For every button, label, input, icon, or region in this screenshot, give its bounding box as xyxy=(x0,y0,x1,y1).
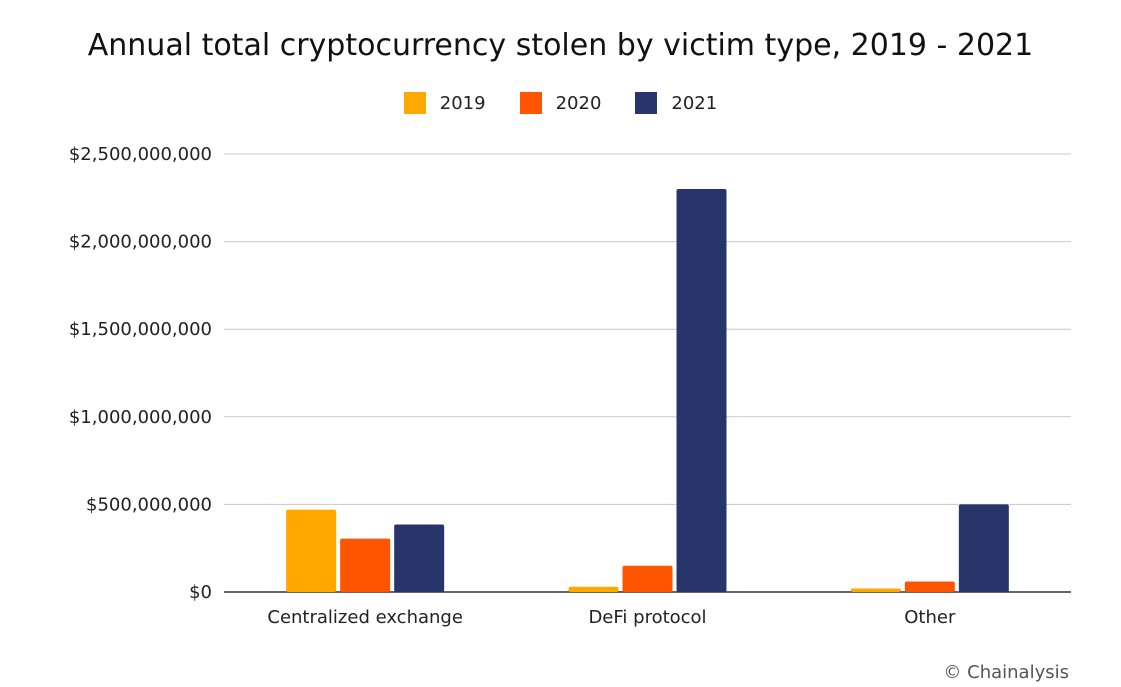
legend-item-2021: 2021 xyxy=(635,92,717,114)
bar-2021-other xyxy=(958,504,1009,592)
x-tick-label: Centralized exchange xyxy=(267,607,463,628)
source-credit: © Chainalysis xyxy=(943,662,1069,683)
legend: 2019 2020 2021 xyxy=(0,92,1121,114)
x-tick-label: Other xyxy=(904,607,956,628)
bar-2020-other xyxy=(904,581,955,592)
y-tick-label: $1,000,000,000 xyxy=(69,407,212,428)
legend-swatch-2020 xyxy=(519,92,542,114)
bar-2019-defi-protocol xyxy=(568,586,619,592)
bar-2020-centralized-exchange xyxy=(340,538,391,592)
bar-2019-other xyxy=(850,588,901,592)
chart-title: Annual total cryptocurrency stolen by vi… xyxy=(87,28,1034,63)
legend-item-2019: 2019 xyxy=(403,92,486,114)
bar-2021-defi-protocol xyxy=(676,189,727,593)
y-tick-label: $1,500,000,000 xyxy=(69,319,212,340)
bar-2019-centralized-exchange xyxy=(286,509,337,592)
y-tick-label: $2,000,000,000 xyxy=(69,232,212,253)
legend-label-2021: 2021 xyxy=(671,92,718,114)
y-tick-label: $500,000,000 xyxy=(86,494,212,515)
legend-item-2020: 2020 xyxy=(519,92,602,114)
bar-2021-centralized-exchange xyxy=(394,524,445,592)
y-tick-label: $0 xyxy=(189,582,212,603)
legend-label-2019: 2019 xyxy=(439,92,486,114)
y-tick-label: $2,500,000,000 xyxy=(69,144,212,165)
legend-swatch-2021 xyxy=(635,92,658,114)
bar-2020-defi-protocol xyxy=(622,565,673,592)
x-tick-label: DeFi protocol xyxy=(588,607,706,628)
legend-swatch-2019 xyxy=(403,92,426,114)
legend-label-2020: 2020 xyxy=(555,92,602,114)
